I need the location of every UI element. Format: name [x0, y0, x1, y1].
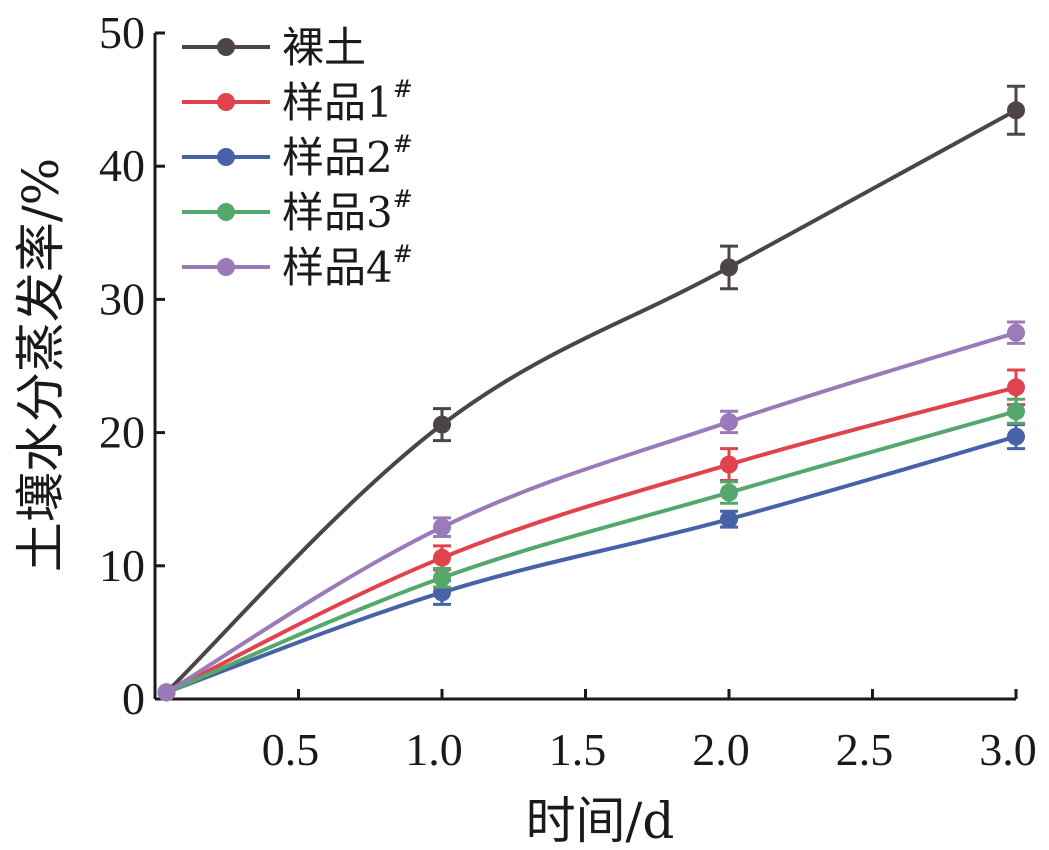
legend-label: 样品3#	[282, 185, 413, 237]
y-tick-label: 30	[99, 273, 145, 324]
data-point	[720, 455, 738, 474]
legend-label: 裸土	[282, 23, 366, 72]
series-layer	[157, 84, 1025, 702]
series-line	[165, 108, 1017, 694]
y-tick-label: 10	[99, 540, 145, 591]
legend-item: 样品3#	[182, 185, 413, 237]
x-tick-label: 3.0	[979, 724, 1037, 775]
legend-marker	[217, 148, 235, 166]
y-axis-title: 土壤水分蒸发率/%	[12, 158, 70, 572]
y-tick-label: 50	[99, 7, 145, 58]
axes: 0 10 20 30 40 50 0.5 1.0 1.5 2.0 2.5 3.0	[99, 7, 1037, 775]
legend-label: 样品4#	[282, 240, 413, 292]
data-point	[1007, 101, 1025, 120]
data-point	[433, 568, 451, 587]
series-line	[165, 409, 1017, 695]
x-tick-label: 2.5	[836, 724, 894, 775]
legend-label: 样品1#	[282, 75, 413, 127]
x-tick-label: 1.5	[549, 724, 607, 775]
legend-marker	[217, 38, 235, 56]
series-4	[157, 397, 1025, 702]
legend-name: 样品1	[282, 78, 393, 127]
y-tick-label: 40	[99, 140, 145, 191]
data-point	[157, 683, 176, 702]
data-point	[433, 415, 451, 434]
legend-marker	[217, 203, 235, 221]
data-point	[720, 510, 738, 529]
legend-label: 样品2#	[282, 130, 413, 182]
data-point	[1007, 378, 1025, 397]
legend-superscript: #	[393, 185, 413, 213]
legend-item: 裸土	[182, 23, 366, 72]
x-tick-label: 2.0	[692, 724, 750, 775]
series-line	[165, 330, 1017, 695]
legend-name: 裸土	[282, 23, 366, 72]
x-tick-label: 1.0	[405, 724, 463, 775]
data-point	[433, 518, 451, 537]
legend-item: 样品2#	[182, 130, 413, 182]
series-line	[165, 385, 1017, 695]
y-tick-label: 0	[122, 673, 145, 724]
legend-name: 样品4	[282, 243, 393, 292]
series-line	[165, 434, 1017, 695]
data-point	[720, 412, 738, 431]
legend-superscript: #	[393, 75, 413, 103]
legend-marker	[217, 93, 235, 111]
legend-name: 样品2	[282, 133, 393, 182]
x-axis-title: 时间/d	[526, 792, 675, 850]
y-tick-label: 20	[99, 407, 145, 458]
data-point	[1007, 402, 1025, 421]
data-point	[433, 548, 451, 567]
series-5	[157, 320, 1025, 702]
series-2	[157, 368, 1025, 702]
legend-superscript: #	[393, 240, 413, 268]
data-point	[720, 483, 738, 502]
legend-superscript: #	[393, 130, 413, 158]
x-tick-label: 0.5	[262, 724, 320, 775]
legend-item: 样品1#	[182, 75, 413, 127]
data-point	[720, 258, 738, 277]
legend-marker	[217, 258, 235, 276]
data-point	[1007, 323, 1025, 342]
legend-name: 样品3	[282, 188, 393, 237]
data-point	[1007, 427, 1025, 446]
legend-item: 样品4#	[182, 240, 413, 292]
